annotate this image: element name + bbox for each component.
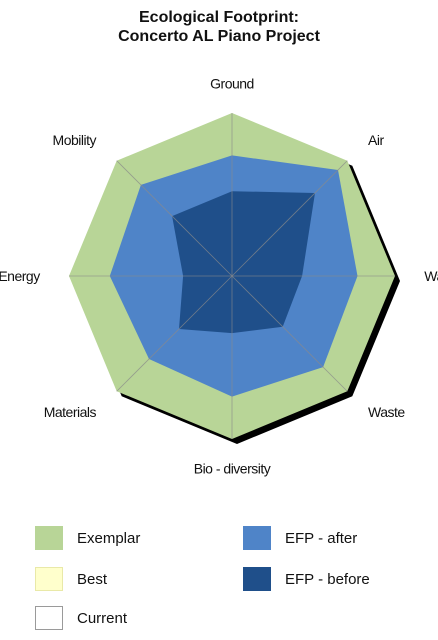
axis-label-ground: Ground	[210, 76, 254, 92]
spoke-air	[231, 160, 348, 277]
axis-label-water: Water	[424, 268, 438, 284]
axis-label-waste: Waste	[368, 404, 405, 420]
series-efp-before	[172, 191, 315, 334]
axis-label-materials: Materials	[44, 404, 97, 420]
axis-label-air: Air	[368, 132, 384, 148]
axis-label-energy: Energy	[0, 268, 40, 284]
spoke-materials	[116, 275, 233, 392]
chart-title-line-2: Concerto AL Piano Project	[118, 28, 320, 45]
spoke-mobility	[116, 160, 233, 277]
chart-title-line-1: Ecological Footprint:	[139, 9, 299, 26]
spoke-waste	[231, 275, 348, 392]
chart-title: Ecological Footprint: Concerto AL Piano …	[0, 8, 438, 46]
axis-label-bio-diversity: Bio - diversity	[194, 460, 271, 476]
axis-label-mobility: Mobility	[53, 132, 97, 148]
